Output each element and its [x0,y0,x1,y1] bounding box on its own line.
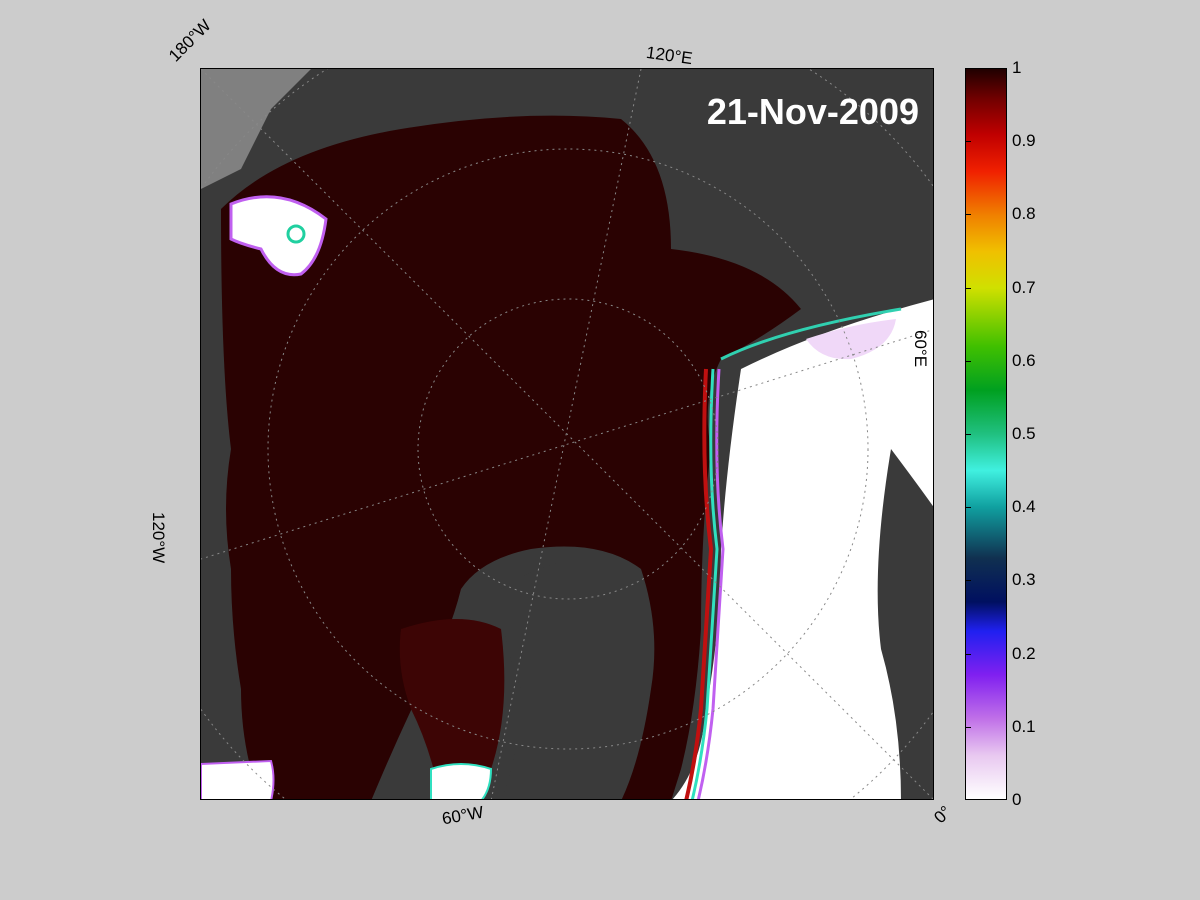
ice-edge-purple [696,368,725,799]
bering-ice-patch [286,224,306,244]
colorbar-tick-mark [965,507,971,509]
colorbar-tick-label: 0.1 [1012,716,1036,736]
lon-label-60e: 60°E [911,330,930,368]
colorbar-tick-mark [965,726,971,728]
colorbar-tick-label: 0.7 [1012,277,1036,297]
colorbar [965,68,1007,800]
colorbar-tick-mark [965,360,971,362]
colorbar-tick-label: 0.9 [1012,131,1036,151]
ice-edge-cyan [690,368,719,799]
lon-label-0: 0° [930,802,956,828]
colorbar-tick-mark [965,434,971,435]
colorbar-tick-label: 0.3 [1012,570,1036,590]
ice-edge-red [684,368,714,799]
colorbar-tick-label: 0.4 [1012,497,1036,517]
colorbar-tick-mark [965,580,971,582]
sea-ice-pack [221,115,801,799]
barents-open-water [806,319,896,360]
siberia-light-land [201,69,311,189]
colorbar-tick-mark [965,287,971,289]
colorbar-tick-label: 0.2 [1012,643,1036,663]
colorbar-tick-mark [965,214,971,216]
colorbar-tick-mark [965,141,971,143]
bering-open-water [229,195,328,277]
kara-ice-edge [720,307,902,361]
date-label: 21-Nov-2009 [706,91,919,132]
lon-label-120e: 120°E [644,42,694,69]
colorbar-tick-label: 0.8 [1012,204,1036,224]
baffin-bay-ice [399,619,505,799]
colorbar-tick-mark [965,653,971,655]
labrador-open-water [201,759,275,799]
colorbar-tick-mark [965,68,971,69]
colorbar-tick-label: 0.6 [1012,350,1036,370]
lon-label-180w: 180°W [165,15,215,66]
open-water-atlantic [672,299,933,799]
greenland-land [501,557,673,799]
sea-ice-concentration-plot [201,69,933,799]
colorbar-tick-label: 0 [1012,790,1022,809]
colorbar-tick-mark [965,799,971,800]
greenland-sea-open-water [430,763,493,799]
colorbar-tick-label: 0.5 [1012,424,1036,443]
scandinavia-land [877,449,933,799]
graticule [201,69,933,799]
sea-ice-map: 21-Nov-2009 [200,68,934,800]
colorbar-tick-label: 1 [1012,58,1022,77]
lon-label-60w: 60°W [440,802,486,829]
lon-label-120w: 120°W [149,512,168,564]
